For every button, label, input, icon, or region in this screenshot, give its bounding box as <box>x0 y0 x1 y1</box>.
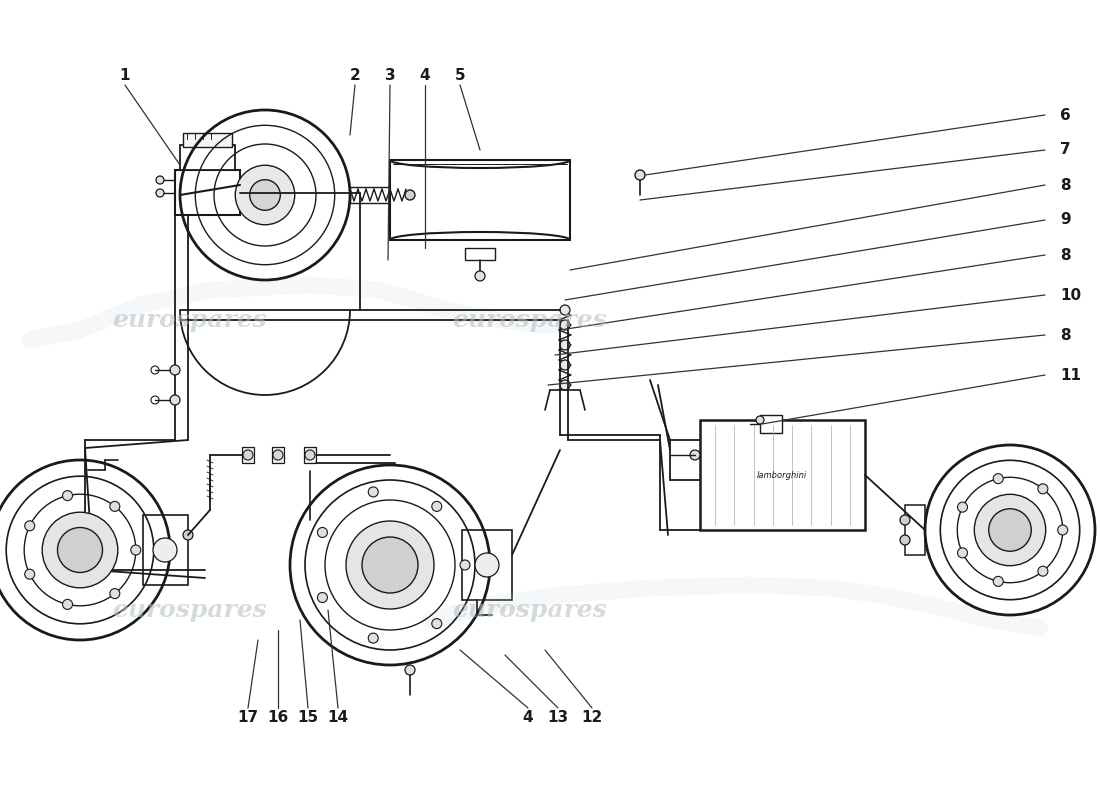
Circle shape <box>432 502 442 511</box>
Text: 5: 5 <box>454 67 465 82</box>
Text: eurospares: eurospares <box>112 308 267 332</box>
Circle shape <box>24 521 35 531</box>
Circle shape <box>1038 566 1048 576</box>
Circle shape <box>635 170 645 180</box>
Circle shape <box>42 512 118 588</box>
Circle shape <box>250 180 280 210</box>
Circle shape <box>110 502 120 511</box>
Circle shape <box>756 416 764 424</box>
Circle shape <box>989 509 1032 551</box>
FancyBboxPatch shape <box>304 447 316 463</box>
Circle shape <box>368 487 378 497</box>
FancyBboxPatch shape <box>180 145 235 170</box>
Text: 6: 6 <box>1060 107 1070 122</box>
Text: 8: 8 <box>1060 327 1070 342</box>
Text: 2: 2 <box>350 67 361 82</box>
Circle shape <box>63 599 73 610</box>
Circle shape <box>1038 484 1048 494</box>
Text: 8: 8 <box>1060 247 1070 262</box>
Circle shape <box>560 305 570 315</box>
Circle shape <box>993 576 1003 586</box>
Circle shape <box>1058 525 1068 535</box>
Circle shape <box>900 515 910 525</box>
Circle shape <box>346 521 434 609</box>
Circle shape <box>63 490 73 501</box>
Circle shape <box>405 190 415 200</box>
Circle shape <box>156 176 164 184</box>
FancyBboxPatch shape <box>272 447 284 463</box>
Circle shape <box>156 189 164 197</box>
FancyBboxPatch shape <box>700 420 865 530</box>
Circle shape <box>475 271 485 281</box>
Circle shape <box>957 548 968 558</box>
Text: eurospares: eurospares <box>112 598 267 622</box>
Circle shape <box>183 530 192 540</box>
Circle shape <box>560 380 570 390</box>
Circle shape <box>153 538 177 562</box>
Text: eurospares: eurospares <box>452 308 607 332</box>
Circle shape <box>975 494 1046 566</box>
Circle shape <box>993 474 1003 484</box>
Circle shape <box>957 502 968 512</box>
Text: 10: 10 <box>1060 287 1081 302</box>
Circle shape <box>560 340 570 350</box>
Text: 9: 9 <box>1060 213 1070 227</box>
Circle shape <box>475 553 499 577</box>
FancyBboxPatch shape <box>390 160 570 240</box>
Text: 11: 11 <box>1060 367 1081 382</box>
Circle shape <box>432 618 442 629</box>
Circle shape <box>131 545 141 555</box>
Circle shape <box>235 166 295 225</box>
FancyBboxPatch shape <box>760 415 782 433</box>
Text: 14: 14 <box>328 710 349 726</box>
Circle shape <box>560 320 570 330</box>
FancyBboxPatch shape <box>175 170 240 215</box>
FancyBboxPatch shape <box>905 505 925 555</box>
Circle shape <box>243 450 253 460</box>
FancyBboxPatch shape <box>465 248 495 260</box>
Circle shape <box>170 365 180 375</box>
Text: 7: 7 <box>1060 142 1070 158</box>
Text: 4: 4 <box>522 710 534 726</box>
Text: 8: 8 <box>1060 178 1070 193</box>
Circle shape <box>362 537 418 593</box>
Circle shape <box>170 395 180 405</box>
Text: 12: 12 <box>582 710 603 726</box>
Text: 4: 4 <box>420 67 430 82</box>
Circle shape <box>305 450 315 460</box>
Circle shape <box>690 450 700 460</box>
Circle shape <box>110 589 120 598</box>
Text: lamborghini: lamborghini <box>757 470 807 479</box>
Circle shape <box>560 360 570 370</box>
Circle shape <box>24 569 35 579</box>
FancyBboxPatch shape <box>183 133 232 147</box>
Text: 13: 13 <box>548 710 569 726</box>
Circle shape <box>318 527 328 538</box>
Circle shape <box>900 535 910 545</box>
Circle shape <box>57 527 102 573</box>
FancyBboxPatch shape <box>143 515 188 585</box>
Text: 1: 1 <box>120 67 130 82</box>
FancyBboxPatch shape <box>462 530 512 600</box>
Circle shape <box>405 665 415 675</box>
Circle shape <box>368 633 378 643</box>
Text: 3: 3 <box>385 67 395 82</box>
FancyBboxPatch shape <box>350 187 405 203</box>
Text: 15: 15 <box>297 710 319 726</box>
FancyBboxPatch shape <box>242 447 254 463</box>
Circle shape <box>273 450 283 460</box>
Text: 16: 16 <box>267 710 288 726</box>
Text: 17: 17 <box>238 710 258 726</box>
Circle shape <box>318 593 328 602</box>
Circle shape <box>460 560 470 570</box>
Text: eurospares: eurospares <box>452 598 607 622</box>
